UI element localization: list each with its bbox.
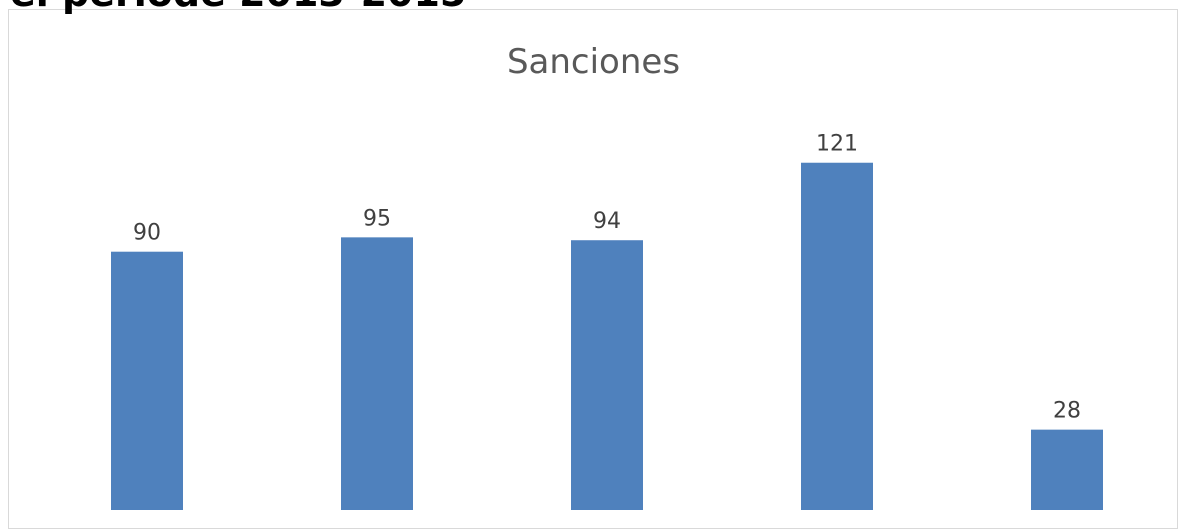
bar-group [111, 162, 1103, 510]
data-label-group: 90 95 94 121 28 [133, 132, 1081, 424]
bar [111, 251, 183, 510]
chart-title: Sanciones [506, 42, 681, 82]
bar [571, 240, 643, 510]
bar [801, 162, 873, 510]
data-label: 28 [1053, 399, 1081, 424]
data-label: 95 [363, 206, 391, 231]
data-label: 90 [133, 221, 161, 246]
data-label: 121 [816, 132, 858, 157]
bar [1031, 429, 1103, 510]
document-heading: el periode 2013-2015 [10, 0, 466, 12]
bar [341, 237, 413, 510]
data-label: 94 [593, 209, 621, 234]
bar-chart: 90 95 94 121 28 [111, 132, 1103, 510]
